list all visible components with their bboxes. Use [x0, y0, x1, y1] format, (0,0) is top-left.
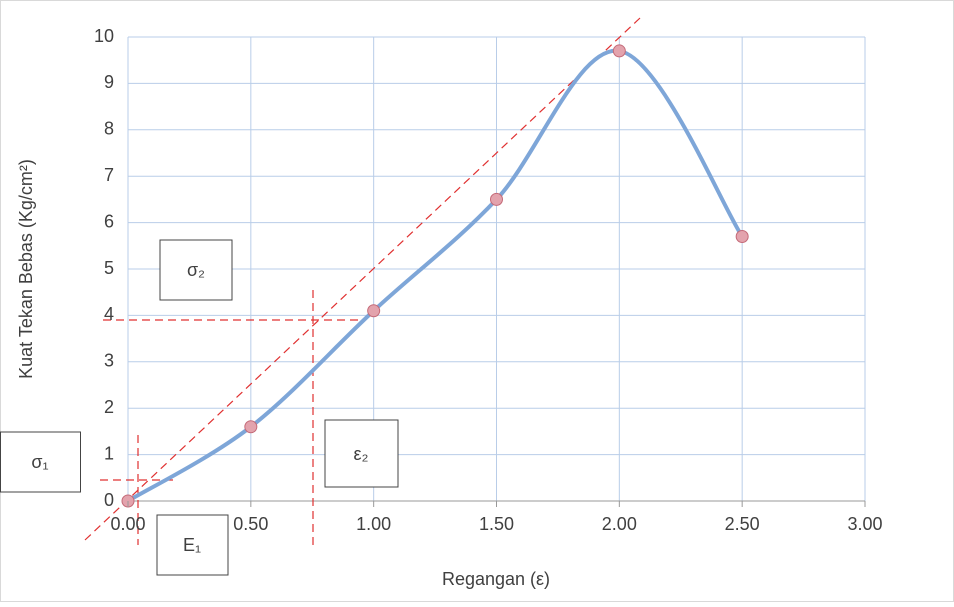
x-tick-label: 1.00	[356, 514, 391, 534]
annotation: E₁	[183, 535, 201, 555]
x-tick-label: 1.50	[479, 514, 514, 534]
y-tick-label: 0	[104, 490, 114, 510]
y-tick-label: 10	[94, 26, 114, 46]
y-tick-label: 3	[104, 351, 114, 371]
y-tick-label: 6	[104, 211, 114, 231]
y-tick-label: 5	[104, 258, 114, 278]
data-point	[491, 193, 503, 205]
x-tick-label: 0.50	[233, 514, 268, 534]
chart-border	[1, 1, 954, 602]
data-point	[368, 305, 380, 317]
x-axis-title: Regangan (ε)	[442, 569, 550, 589]
y-tick-label: 2	[104, 397, 114, 417]
x-tick-label: 2.00	[602, 514, 637, 534]
y-tick-label: 9	[104, 72, 114, 92]
chart: Kuat Tekan Bebas (Kg/cm²) Regangan (ε) σ…	[0, 0, 954, 602]
annotation: ε₂	[353, 444, 368, 464]
annotation: σ₂	[187, 260, 205, 280]
y-tick-label: 4	[104, 304, 114, 324]
data-point	[613, 45, 625, 57]
y-tick-label: 8	[104, 119, 114, 139]
x-tick-label: 3.00	[847, 514, 882, 534]
y-axis-title: Kuat Tekan Bebas (Kg/cm²)	[16, 159, 36, 379]
y-tick-label: 1	[104, 443, 114, 463]
x-tick-label: 0.00	[110, 514, 145, 534]
data-point	[245, 421, 257, 433]
annotation: σ₁	[31, 452, 48, 472]
y-tick-label: 7	[104, 165, 114, 185]
data-point	[736, 231, 748, 243]
x-tick-label: 2.50	[725, 514, 760, 534]
